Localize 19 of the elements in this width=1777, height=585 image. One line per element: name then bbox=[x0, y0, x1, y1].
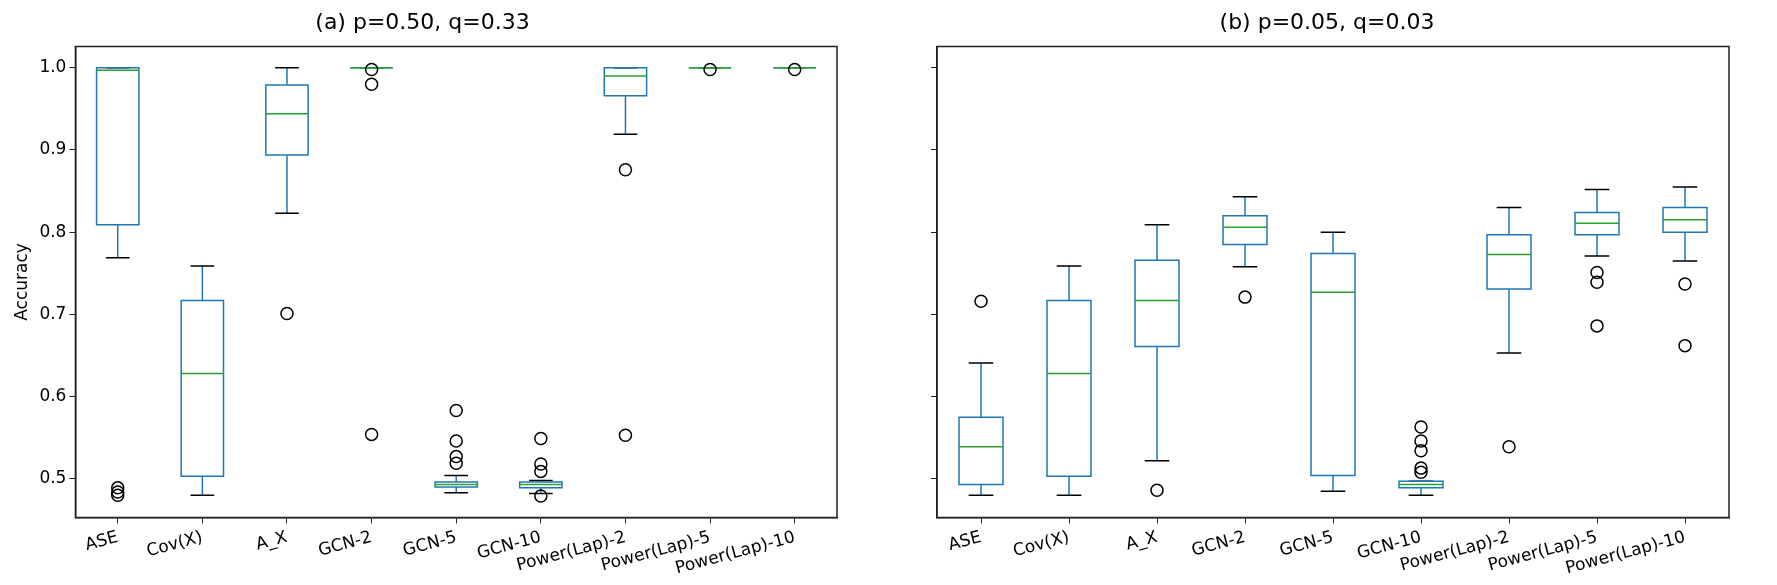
x-tick-label: Cov(X) bbox=[144, 526, 205, 561]
y-tick-label: 1.0 bbox=[39, 56, 67, 77]
chart-title: (a) p=0.50, q=0.33 bbox=[315, 8, 530, 34]
x-tick-label: ASE bbox=[945, 526, 984, 555]
x-tick-label: Cov(X) bbox=[1010, 526, 1072, 561]
x-tick-label: A_X bbox=[1123, 526, 1160, 555]
y-axis-title: Accuracy bbox=[10, 243, 31, 321]
x-tick-label: A_X bbox=[253, 526, 290, 555]
y-tick-label: 0.6 bbox=[39, 385, 67, 406]
x-tick-label: GCN-2 bbox=[315, 526, 374, 560]
chart-title: (b) p=0.05, q=0.03 bbox=[1219, 8, 1435, 34]
y-tick-label: 0.8 bbox=[39, 220, 67, 241]
x-tick-label: GCN-5 bbox=[1277, 526, 1336, 560]
x-tick-label: GCN-2 bbox=[1189, 526, 1248, 560]
x-tick-label: ASE bbox=[82, 526, 120, 555]
y-tick-label: 0.9 bbox=[39, 138, 67, 159]
x-tick-label: GCN-5 bbox=[400, 526, 459, 560]
y-tick-label: 0.5 bbox=[39, 467, 67, 488]
y-tick-label: 0.7 bbox=[39, 302, 67, 323]
